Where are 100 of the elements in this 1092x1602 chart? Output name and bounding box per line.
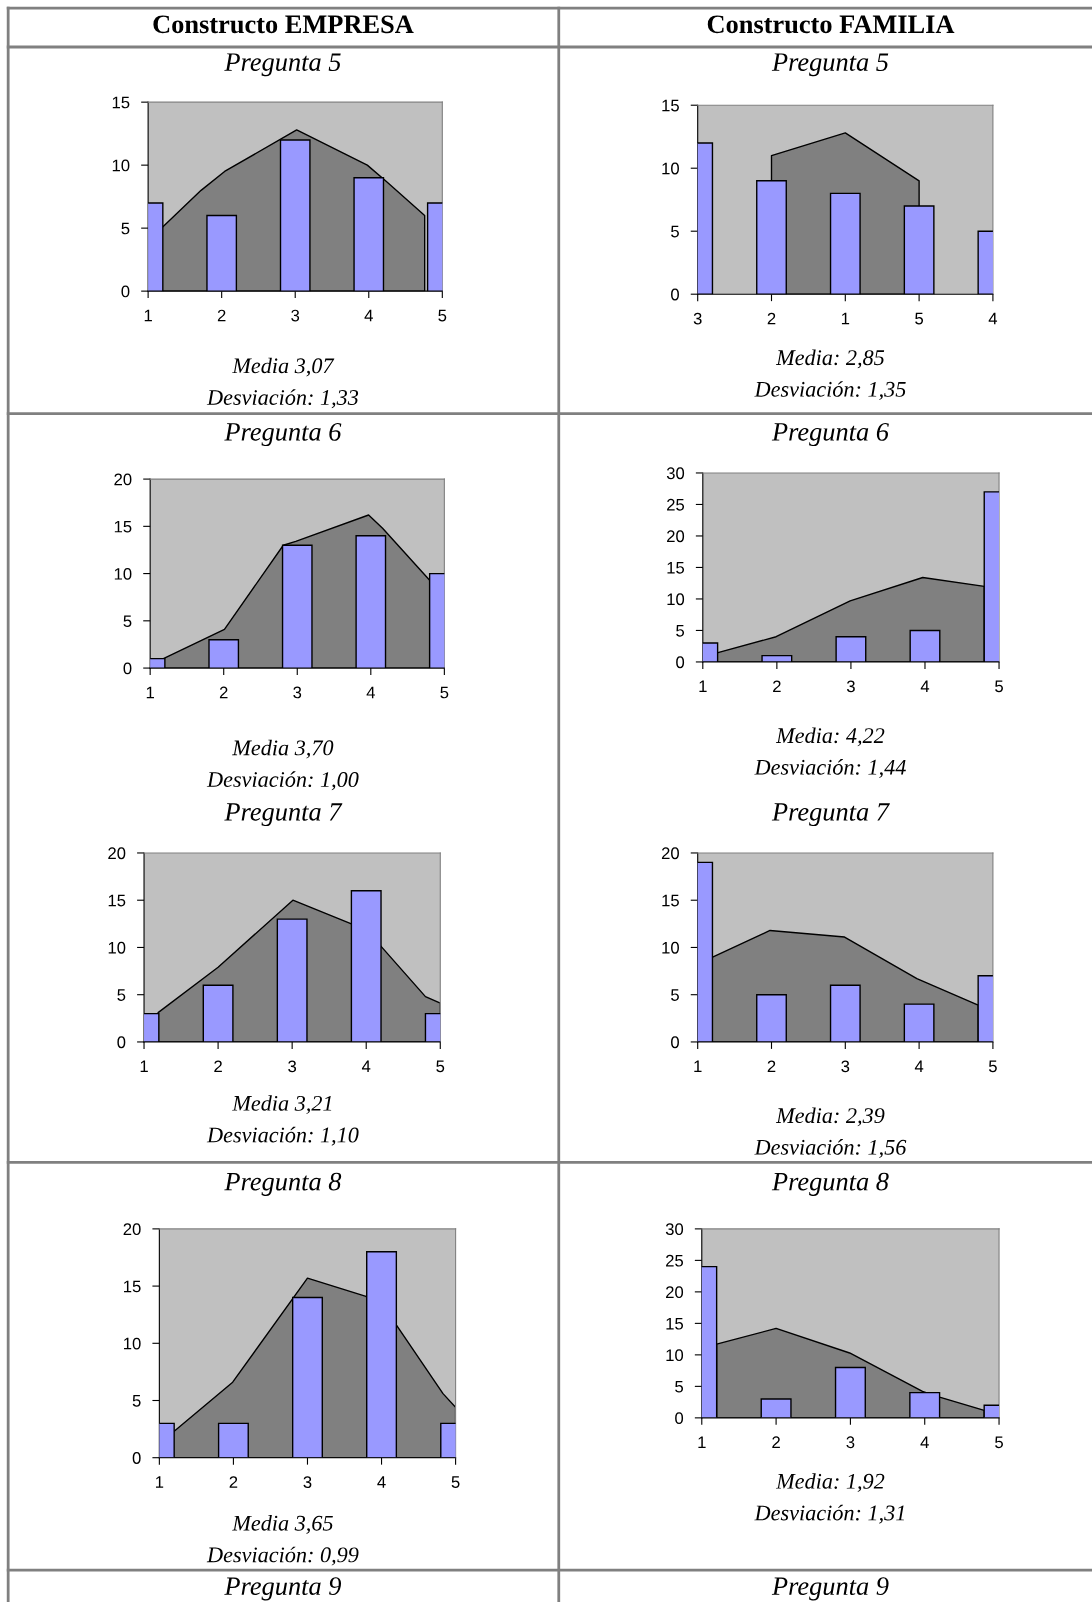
x-tick-label: 5	[995, 680, 1003, 693]
x-tick-label: 1	[699, 680, 707, 693]
text: Media: 2,85	[775, 349, 885, 369]
y-tick-label: 20	[123, 1223, 141, 1236]
text: Media 3,65	[232, 1515, 333, 1534]
x-tick-label: 4	[364, 309, 373, 322]
text: Media 3,07	[232, 357, 335, 377]
y-tick-label: 15	[108, 894, 126, 907]
x-tick-label: 5	[995, 1436, 1003, 1449]
text: Desviación: 1,56	[754, 1139, 907, 1158]
y-tick-label: 20	[114, 473, 132, 486]
x-tick-label: 2	[217, 309, 226, 322]
y-tick-label: 15	[124, 1280, 141, 1293]
chart-subtitle: Pregunta 6	[771, 423, 889, 447]
x-tick-label: 4	[914, 1060, 924, 1073]
y-tick-label: 10	[114, 567, 132, 580]
y-tick-label: 5	[671, 225, 679, 238]
x-tick-label: 4	[988, 312, 998, 325]
x-tick-label: 2	[214, 1060, 222, 1073]
y-tick-label: 5	[675, 1380, 684, 1393]
x-tick-label: 2	[772, 1436, 780, 1448]
x-tick-label: 3	[288, 1060, 297, 1073]
y-tick-label: 5	[132, 1395, 141, 1407]
x-tick-label: 3	[693, 312, 702, 325]
x-tick-label: 2	[229, 1476, 238, 1488]
x-tick-label: 1	[146, 686, 154, 699]
x-tick-label: 2	[767, 312, 776, 325]
chart-title: Constructo FAMILIA	[707, 15, 955, 34]
x-tick-label: 2	[767, 1060, 776, 1073]
y-tick-label: 10	[666, 1349, 684, 1362]
text: Desviación: 0,99	[206, 1546, 359, 1566]
text: Desviación: 1,31	[754, 1504, 905, 1524]
chart-subtitle: Pregunta 8	[771, 1172, 889, 1196]
y-tick-label: 0	[117, 1036, 126, 1049]
y-tick-label: 5	[671, 989, 679, 1001]
text: Pregunta 9	[771, 1577, 889, 1601]
x-tick-label: 1	[698, 1436, 706, 1448]
x-tick-label: 3	[846, 680, 855, 693]
y-tick-label: 15	[662, 894, 679, 907]
x-tick-label: 3	[293, 686, 302, 699]
y-tick-label: 15	[667, 562, 685, 574]
x-tick-label: 4	[361, 1060, 371, 1073]
y-tick-label: 0	[676, 656, 685, 669]
y-tick-label: 5	[117, 989, 126, 1001]
x-tick-label: 4	[920, 680, 930, 693]
text: Pregunta 9	[224, 1577, 342, 1601]
y-tick-label: 20	[661, 847, 679, 860]
x-tick-label: 3	[846, 1436, 855, 1449]
x-tick-label: 1	[841, 312, 850, 325]
y-tick-label: 10	[667, 593, 685, 606]
x-tick-label: 1	[694, 1060, 702, 1073]
y-tick-label: 5	[123, 615, 132, 628]
text: Media 3,21	[232, 1095, 332, 1115]
x-tick-label: 4	[377, 1476, 386, 1488]
y-tick-label: 10	[124, 1337, 141, 1350]
x-tick-label: 1	[155, 1476, 164, 1488]
text: Desviación: 1,33	[206, 389, 359, 409]
text: Desviación: 1,35	[754, 381, 906, 400]
x-tick-label: 5	[915, 312, 924, 325]
y-tick-label: 10	[662, 941, 679, 954]
x-tick-label: 5	[436, 1060, 445, 1073]
chart-title: Constructo EMPRESA	[153, 15, 414, 34]
x-tick-label: 2	[219, 686, 228, 699]
x-tick-label: 2	[773, 680, 781, 693]
text: Media: 1,92	[775, 1473, 885, 1492]
y-tick-label: 30	[666, 467, 685, 480]
x-tick-label: 3	[303, 1476, 312, 1488]
x-tick-label: 1	[144, 309, 152, 322]
y-tick-label: 0	[123, 662, 132, 675]
text: Desviación: 1,00	[206, 771, 359, 791]
text: Desviación: 1,10	[206, 1126, 359, 1146]
y-tick-label: 10	[662, 162, 679, 175]
y-tick-label: 20	[108, 847, 126, 860]
text: Media 3,70	[232, 739, 334, 759]
chart-subtitle: Pregunta 5	[771, 53, 889, 77]
x-tick-label: 4	[366, 686, 375, 699]
text: Media: 4,22	[775, 727, 885, 747]
chart-subtitle: Pregunta 6	[224, 423, 342, 447]
y-tick-label: 0	[121, 285, 130, 298]
y-tick-label: 10	[112, 159, 130, 172]
y-tick-label: 20	[667, 530, 685, 543]
chart-subtitle: Pregunta 7	[771, 803, 890, 827]
y-tick-label: 25	[666, 1254, 684, 1267]
x-tick-label: 5	[440, 686, 449, 699]
x-tick-label: 3	[291, 309, 300, 322]
y-tick-label: 15	[666, 1317, 684, 1330]
y-tick-label: 30	[665, 1223, 684, 1236]
y-tick-label: 20	[666, 1286, 684, 1299]
y-tick-label: 5	[676, 625, 685, 637]
y-tick-label: 5	[121, 222, 130, 235]
x-tick-label: 5	[451, 1476, 460, 1488]
chart-subtitle: Pregunta 7	[224, 803, 343, 827]
y-tick-label: 15	[662, 99, 679, 112]
text: Media: 2,39	[775, 1107, 885, 1127]
x-tick-label: 5	[988, 1060, 997, 1073]
y-tick-label: 10	[108, 941, 126, 954]
chart-subtitle: Pregunta 8	[224, 1172, 342, 1196]
x-tick-label: 4	[920, 1436, 929, 1448]
y-tick-label: 0	[671, 1036, 679, 1049]
y-tick-label: 15	[114, 520, 132, 533]
